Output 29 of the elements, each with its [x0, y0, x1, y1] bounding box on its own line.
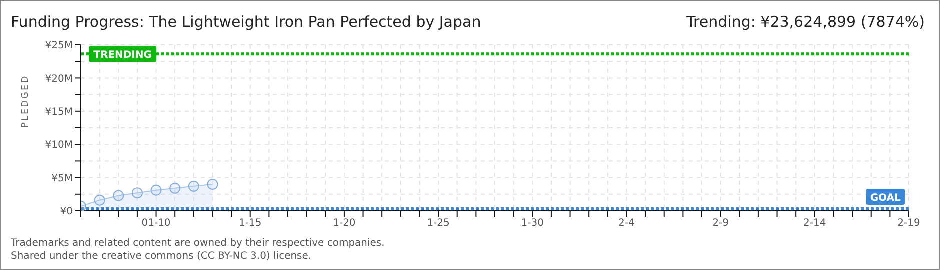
x-tick-label: 1-15	[239, 218, 262, 230]
x-tick-label: 1-20	[333, 218, 356, 230]
ref-line-label: TRENDING	[94, 50, 152, 62]
x-tick-label: 2-4	[618, 218, 635, 230]
y-tick-label: ¥5M	[52, 173, 73, 184]
y-tick-label: ¥10M	[45, 140, 73, 152]
y-tick-label: ¥20M	[45, 74, 73, 85]
point	[207, 178, 218, 190]
ref-line-label: GOAL	[870, 193, 902, 204]
x-tick-label: 1-30	[521, 218, 544, 230]
y-tick-label: ¥0	[60, 206, 73, 218]
chart-title: Funding Progress: The Lightweight Iron Pan Perfected by Japan	[11, 13, 482, 31]
x-tick-label: 01-10	[142, 218, 171, 230]
point	[170, 182, 181, 194]
y-axis-title: PLEDGED	[21, 74, 32, 128]
y-tick-label: ¥25M	[45, 40, 73, 52]
y-tick-label: ¥15M	[45, 106, 73, 118]
text: Trademarks and related content are owned by their respective companies.	[11, 237, 385, 250]
point	[94, 194, 106, 206]
text: Shared under the creative commons (CC BY-NC 3.0) license.	[11, 250, 313, 263]
x-tick-label: 2-14	[804, 218, 826, 230]
point	[150, 184, 162, 196]
point	[113, 190, 124, 202]
point	[132, 188, 143, 199]
point	[188, 180, 200, 192]
chart-subtitle: Trending: ¥23,624,899 (7874%)	[686, 13, 925, 31]
x-tick-label: 2-19	[898, 218, 920, 230]
x-tick-label: 1-25	[427, 218, 450, 230]
x-tick-label: 2-9	[712, 218, 729, 230]
